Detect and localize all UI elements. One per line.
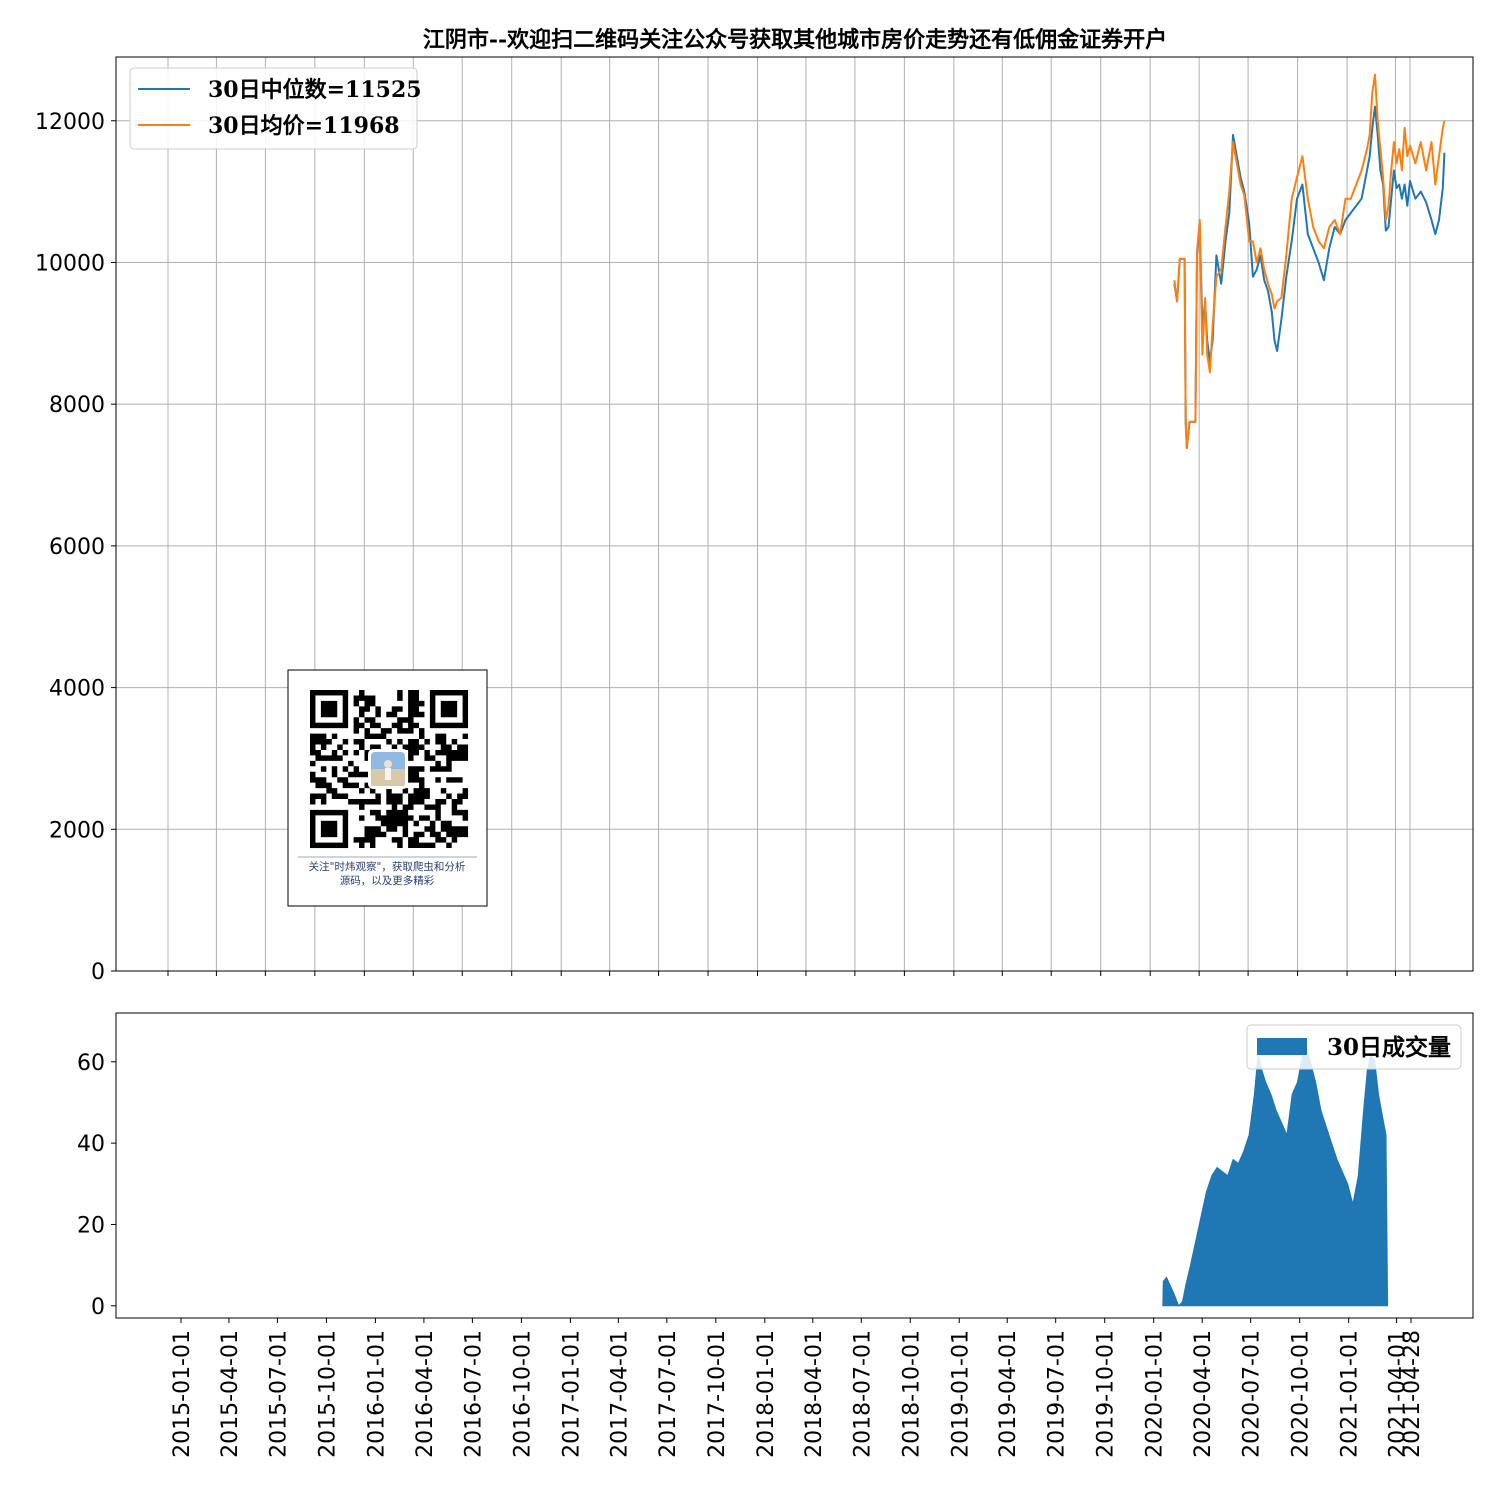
volume-chart-y-ticks: 0 20 40 60	[77, 1051, 116, 1320]
volume-chart-x-tick-label: 2018-07-01	[850, 1330, 875, 1458]
qr-finder-center	[440, 700, 458, 718]
price-chart-y-tick-label: 6000	[49, 535, 105, 560]
qr-code-card: 关注"时炜观察"，获取爬虫和分析 源码，以及更多精彩	[287, 669, 488, 907]
volume-chart-x-tick-label: 2019-10-01	[1094, 1330, 1119, 1458]
volume-chart-series	[1162, 1048, 1389, 1307]
price-chart-y-tick-label: 0	[91, 960, 105, 985]
volume-chart-y-tick-label: 60	[77, 1051, 105, 1076]
price-chart-y-tick-label: 4000	[49, 677, 105, 702]
volume-chart-y-tick-label: 20	[77, 1213, 105, 1238]
price-chart-legend: 30日中位数=11525 30日均价=11968	[129, 67, 422, 150]
volume-chart-x-tick-label: 2015-07-01	[266, 1330, 291, 1458]
volume-chart-x-tick-label: 2020-10-01	[1289, 1330, 1314, 1458]
volume-chart-x-tick-label: 2017-07-01	[656, 1330, 681, 1458]
volume-chart-legend: 30日成交量	[1246, 1024, 1462, 1070]
volume-chart-x-tick-label: 2020-01-01	[1143, 1330, 1168, 1458]
volume-chart-x-ticks: 2015-01-01 2015-04-01 2015-07-01 2015-10-01…	[170, 1318, 1425, 1458]
volume-chart-x-tick-label: 2021-01-01	[1338, 1330, 1363, 1458]
qr-caption-line-2: 源码，以及更多精彩	[340, 874, 435, 887]
legend-label-volume: 30日成交量	[1327, 1034, 1451, 1061]
volume-chart-x-tick-label: 2019-04-01	[996, 1330, 1021, 1458]
price-chart-y-tick-label: 8000	[49, 393, 105, 418]
volume-chart-x-tick-label: 2015-01-01	[170, 1330, 195, 1458]
volume-chart-x-tick-label: 2021-04-01	[1386, 1330, 1411, 1458]
volume-chart-x-tick-label: 2016-10-01	[510, 1330, 535, 1458]
qr-avatar-image	[368, 749, 408, 789]
volume-chart-x-tick-label: 2018-04-01	[802, 1330, 827, 1458]
price-chart-y-tick-label: 2000	[49, 818, 105, 843]
volume-chart-y-tick-label: 0	[91, 1295, 105, 1320]
volume-chart-x-tick-label: 2021-04-28	[1400, 1330, 1425, 1458]
volume-chart-x-tick-label: 2016-04-01	[413, 1330, 438, 1458]
volume-chart-frame	[115, 1012, 1474, 1319]
volume-chart-x-tick-label: 2017-04-01	[607, 1330, 632, 1458]
legend-box	[1246, 1024, 1462, 1070]
price-chart-y-tick-label: 12000	[35, 110, 105, 135]
qr-finder-center	[320, 700, 338, 718]
qr-code-image	[310, 690, 469, 849]
volume-chart-x-tick-label: 2015-04-01	[218, 1330, 243, 1458]
volume-chart-x-tick-label: 2018-01-01	[754, 1330, 779, 1458]
price-chart-x-ticks	[167, 971, 1411, 976]
volume-chart-x-tick-label: 2020-04-01	[1191, 1330, 1216, 1458]
qr-data-modules	[310, 690, 469, 849]
volume-chart-x-tick-label: 2019-07-01	[1045, 1330, 1070, 1458]
volume-chart-x-tick-label: 2016-01-01	[364, 1330, 389, 1458]
price-chart-y-ticks: 0 2000 4000 6000 8000 10000 12000	[35, 110, 116, 985]
volume-chart-x-tick-label: 2019-01-01	[948, 1330, 973, 1458]
chart-title: 江阴市--欢迎扫二维码关注公众号获取其他城市房价走势还有低佣金证券开户	[423, 27, 1167, 53]
volume-chart-y-tick-label: 40	[77, 1132, 105, 1157]
price-chart-frame	[115, 56, 1474, 972]
legend-box	[129, 67, 418, 150]
legend-label-average: 30日均价=11968	[208, 113, 400, 139]
price-chart-series	[1173, 73, 1446, 450]
legend-label-median: 30日中位数=11525	[208, 77, 422, 103]
volume-chart-x-tick-label: 2016-07-01	[461, 1330, 486, 1458]
average-price-line	[1173, 73, 1446, 450]
volume-chart-x-tick-label: 2015-10-01	[315, 1330, 340, 1458]
price-chart-y-tick-label: 10000	[35, 251, 105, 276]
volume-chart-x-tick-label: 2017-10-01	[705, 1330, 730, 1458]
volume-area	[1162, 1048, 1389, 1307]
legend-swatch-volume	[1257, 1038, 1307, 1055]
volume-chart-x-tick-label: 2018-10-01	[899, 1330, 924, 1458]
qr-finder-center	[320, 820, 338, 838]
volume-chart-x-tick-label: 2020-07-01	[1240, 1330, 1265, 1458]
qr-caption-line-1: 关注"时炜观察"，获取爬虫和分析	[309, 860, 466, 873]
volume-chart-x-tick-label: 2017-01-01	[559, 1330, 584, 1458]
